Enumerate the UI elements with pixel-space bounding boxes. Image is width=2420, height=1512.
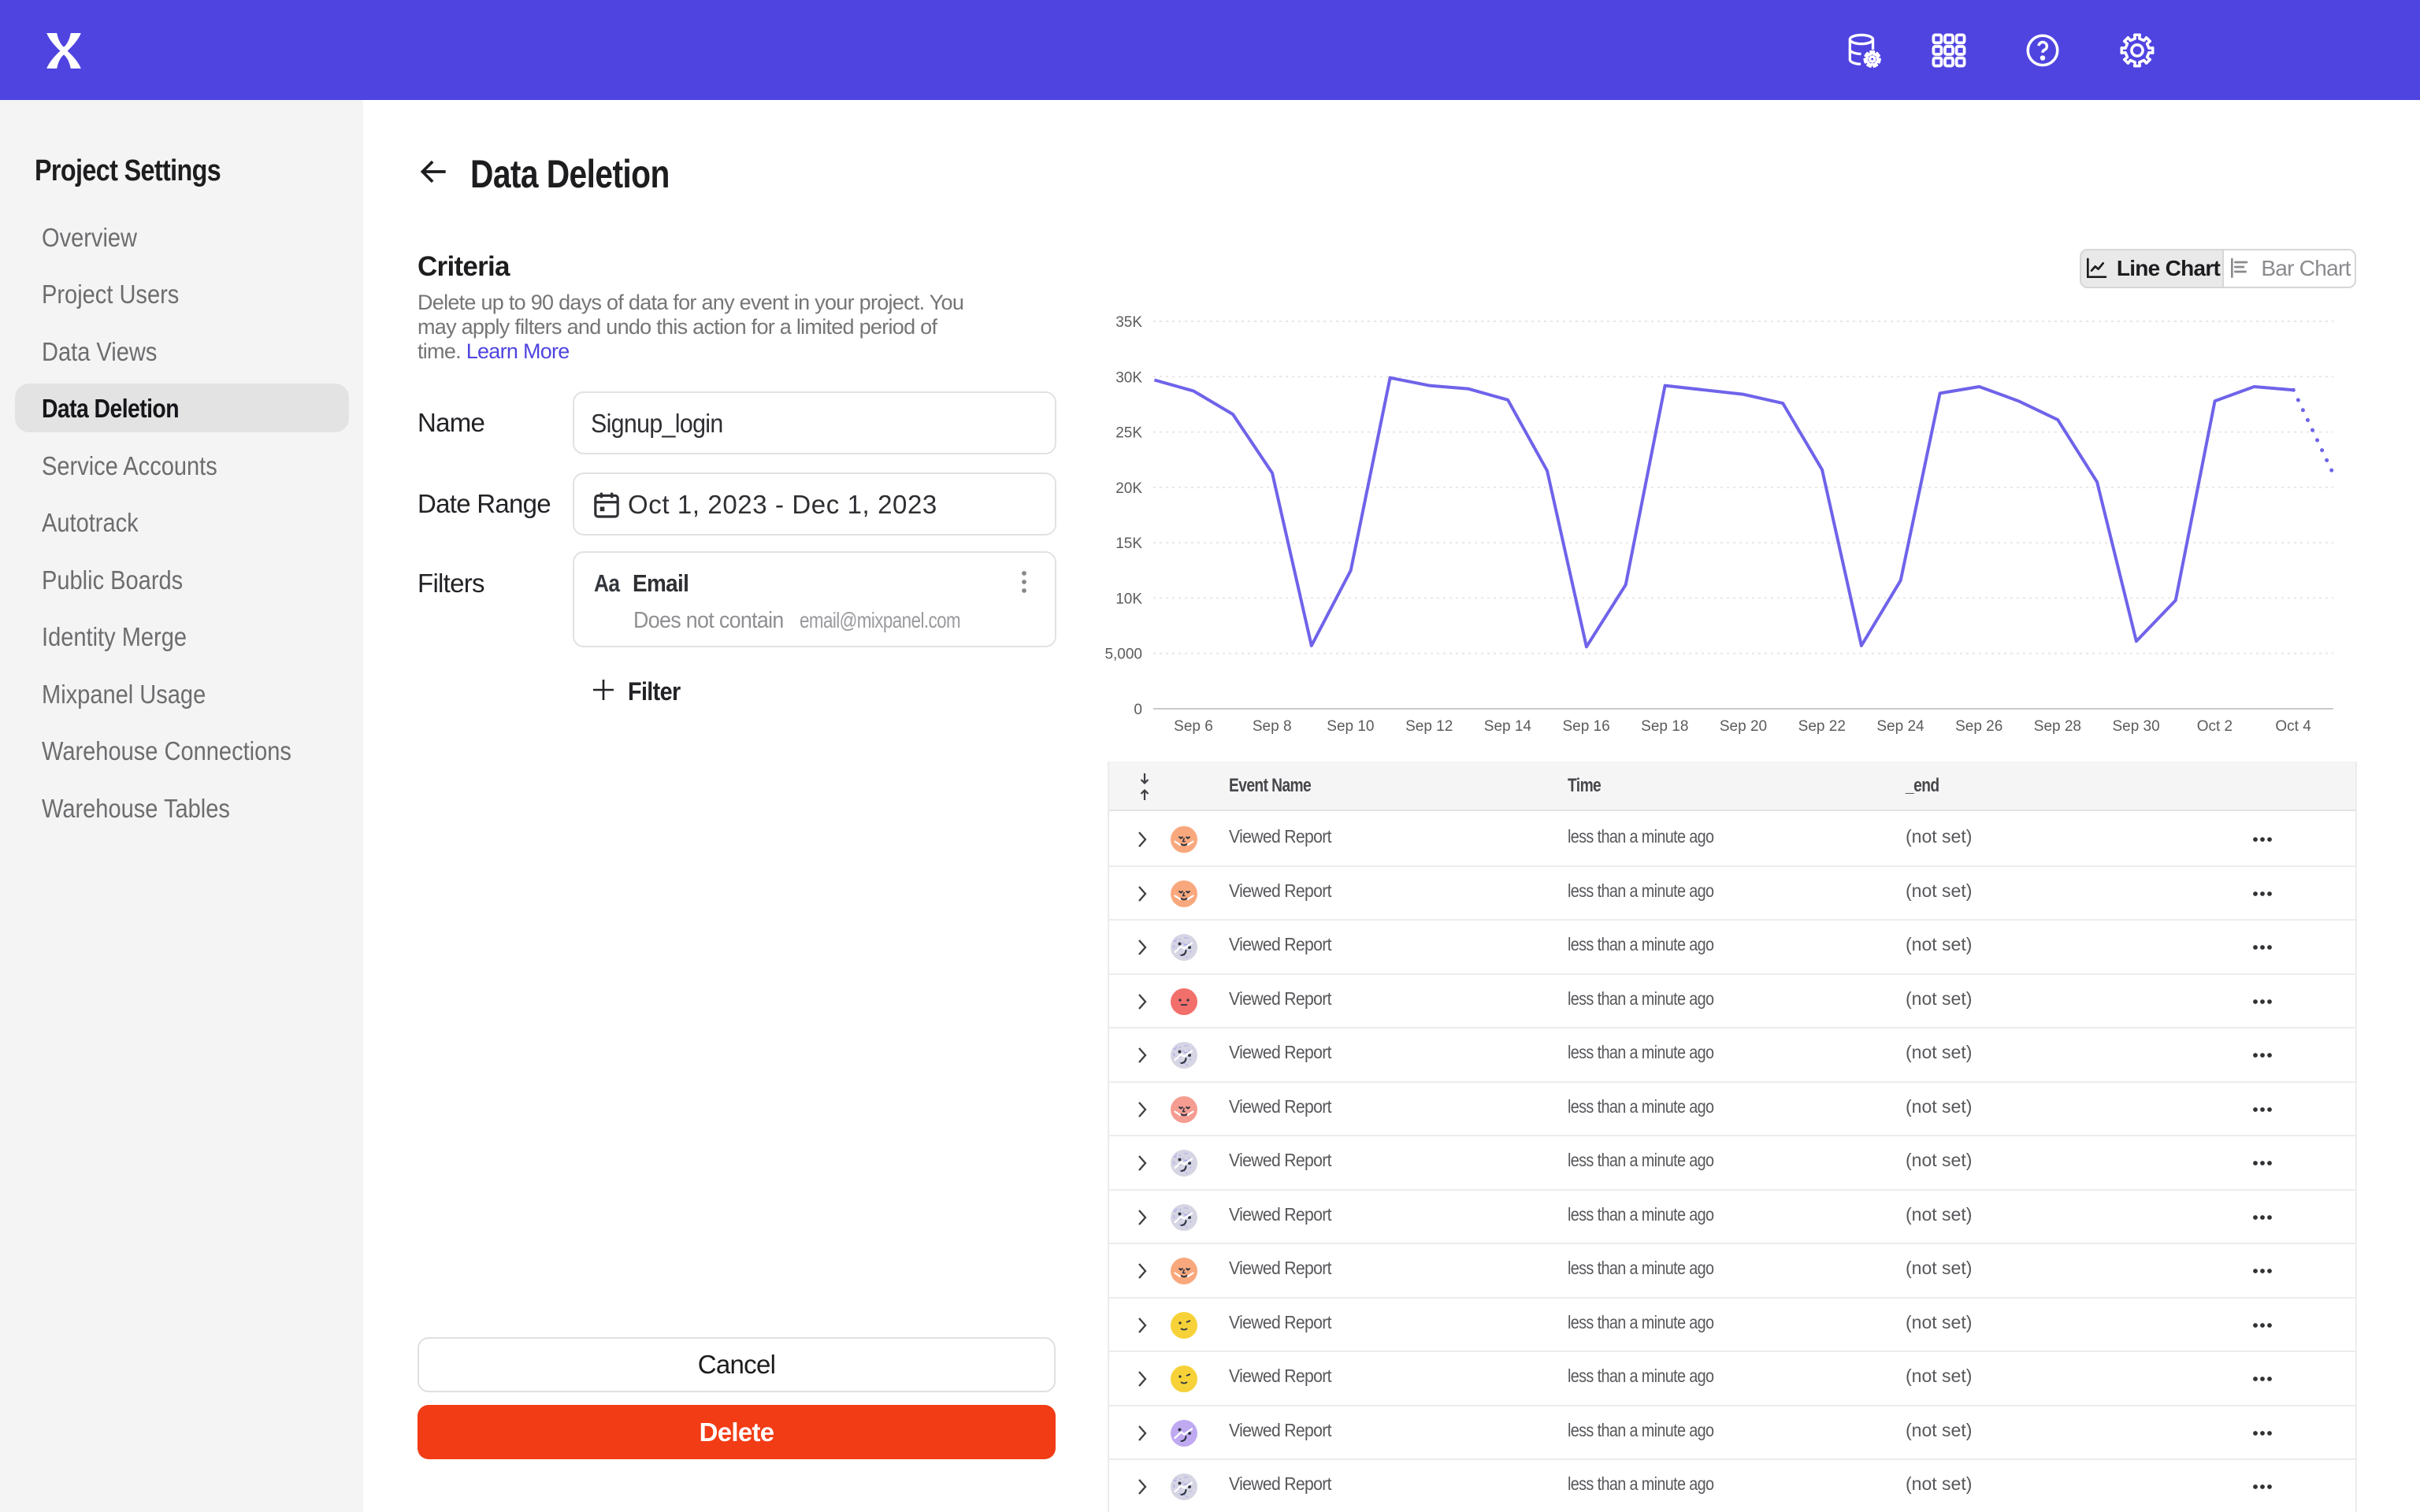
svg-text:Sep 30: Sep 30 <box>2112 718 2159 735</box>
svg-text:30K: 30K <box>1115 369 1142 386</box>
svg-text:Sep 16: Sep 16 <box>1562 718 1609 735</box>
svg-text:Sep 24: Sep 24 <box>1876 718 1924 735</box>
svg-text:Sep 20: Sep 20 <box>1720 718 1767 735</box>
svg-text:35K: 35K <box>1115 314 1142 331</box>
svg-text:15K: 15K <box>1115 536 1142 552</box>
svg-text:10K: 10K <box>1115 591 1142 607</box>
svg-text:Sep 26: Sep 26 <box>1955 718 2002 735</box>
svg-text:0: 0 <box>1134 702 1142 718</box>
svg-text:20K: 20K <box>1115 480 1142 497</box>
svg-text:Sep 6: Sep 6 <box>1174 718 1213 735</box>
svg-text:5,000: 5,000 <box>1104 647 1142 663</box>
svg-text:Sep 18: Sep 18 <box>1641 718 1688 735</box>
svg-text:Sep 12: Sep 12 <box>1405 718 1453 735</box>
svg-text:Sep 8: Sep 8 <box>1253 718 1292 735</box>
svg-text:Sep 22: Sep 22 <box>1798 718 1846 735</box>
svg-text:25K: 25K <box>1115 425 1142 442</box>
svg-text:Sep 14: Sep 14 <box>1484 718 1532 735</box>
svg-text:Oct 2: Oct 2 <box>2197 718 2233 735</box>
svg-text:Sep 28: Sep 28 <box>2034 718 2081 735</box>
svg-text:Sep 10: Sep 10 <box>1327 718 1374 735</box>
svg-text:Oct 4: Oct 4 <box>2275 718 2311 735</box>
